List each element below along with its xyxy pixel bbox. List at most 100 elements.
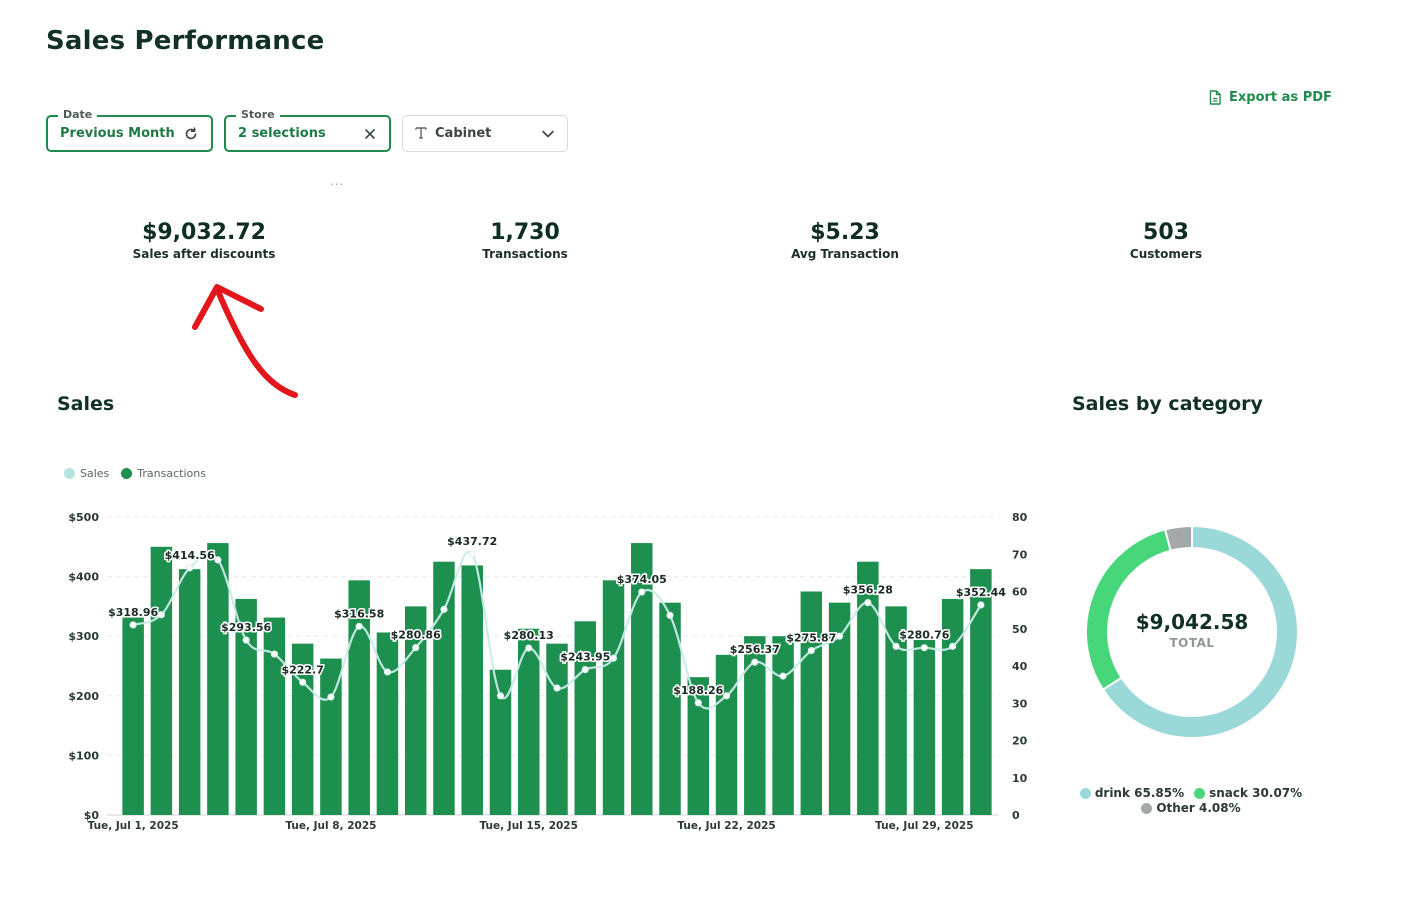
point-sales — [270, 650, 279, 658]
store-filter-label: Store — [236, 108, 280, 122]
bar-transactions — [772, 636, 794, 815]
donut-slice-other[interactable] — [1163, 524, 1193, 552]
bar-transactions — [263, 617, 286, 815]
y-right-tick-label: 70 — [1012, 548, 1028, 561]
data-label-sales: $280.76 — [899, 629, 949, 642]
kpi-avg-transaction: $5.23 Avg Transaction — [715, 220, 975, 261]
bar-transactions — [857, 561, 879, 815]
more-filters-indicator[interactable]: ... — [330, 174, 345, 188]
category-section-title: Sales by category — [1072, 393, 1263, 415]
legend-marker-drink — [1079, 787, 1091, 799]
legend-item-drink[interactable]: drink 65.85% — [1079, 786, 1184, 800]
data-label-sales: $188.26 — [673, 684, 723, 697]
y-left-tick-label: $400 — [68, 571, 99, 584]
data-label-sales: $437.72 — [447, 535, 497, 548]
point-sales — [977, 601, 985, 609]
kpi-value: $9,032.72 — [142, 220, 266, 245]
legend-marker-sales — [64, 468, 75, 479]
data-label-sales: $280.13 — [504, 629, 554, 642]
bar-transactions — [518, 628, 540, 815]
x-tick-label: Tue, Jul 29, 2025 — [875, 820, 973, 832]
chevron-down-icon[interactable] — [541, 127, 555, 141]
sales-chart-legend: Sales Transactions — [64, 467, 206, 480]
y-left-tick-label: $200 — [68, 690, 99, 703]
y-right-tick-label: 50 — [1012, 623, 1028, 636]
point-sales — [299, 678, 307, 686]
bar-transactions — [602, 580, 625, 815]
text-type-icon — [415, 124, 427, 143]
store-filter[interactable]: Store 2 selections — [224, 108, 391, 152]
bar-transactions — [828, 602, 851, 815]
legend-item-sales[interactable]: Sales — [64, 467, 109, 480]
kpi-label: Avg Transaction — [791, 247, 899, 261]
export-pdf-label: Export as PDF — [1229, 90, 1332, 105]
y-right-tick-label: 20 — [1012, 735, 1028, 748]
donut-slice-drink[interactable] — [1101, 524, 1299, 739]
point-sales — [525, 644, 533, 652]
y-left-tick-label: $300 — [68, 630, 99, 643]
y-left-tick-label: $100 — [68, 749, 99, 762]
data-label-sales: $356.28 — [843, 584, 893, 597]
point-sales — [722, 692, 731, 700]
page-title: Sales Performance — [46, 26, 325, 56]
legend-marker-transactions — [121, 468, 133, 479]
bar-transactions — [800, 591, 823, 815]
donut-center: $9,042.58 TOTAL — [1092, 610, 1292, 650]
kpi-customers: 503 Customers — [1036, 220, 1296, 261]
bar-transactions — [178, 569, 201, 815]
bar-transactions — [574, 621, 596, 815]
bar-transactions — [941, 598, 964, 815]
legend-item-other[interactable]: Other 4.08% — [1141, 801, 1241, 815]
bar-transactions — [715, 654, 738, 815]
data-label-sales: $222.7 — [281, 663, 323, 676]
data-label-sales: $280.86 — [391, 629, 441, 642]
pdf-file-icon — [1209, 90, 1221, 105]
red-arrow-icon — [192, 284, 298, 398]
point-sales — [779, 672, 787, 680]
kpi-sales-after-discounts: $9,032.72 Sales after discounts — [74, 220, 334, 261]
bar-transactions — [348, 580, 370, 815]
data-label-sales: $414.56 — [165, 549, 215, 562]
x-tick-label: Tue, Jul 15, 2025 — [480, 820, 578, 832]
point-sales — [751, 658, 759, 666]
y-right-tick-label: 60 — [1012, 586, 1028, 599]
point-sales — [807, 646, 815, 655]
sales-section-title: Sales — [57, 393, 115, 415]
bar-transactions — [404, 606, 427, 815]
bar-transactions — [546, 643, 568, 815]
date-filter[interactable]: Date Previous Month — [46, 108, 213, 152]
point-sales — [892, 642, 900, 650]
bar-transactions — [461, 565, 483, 815]
bar-transactions — [150, 546, 173, 815]
kpi-label: Sales after discounts — [132, 247, 276, 261]
point-sales — [949, 642, 957, 650]
y-right-tick-label: 0 — [1012, 809, 1020, 822]
y-right-tick-label: 80 — [1012, 511, 1028, 524]
legend-item-transactions[interactable]: Transactions — [121, 467, 206, 480]
bar-transactions — [970, 569, 992, 815]
kpi-value: 503 — [1143, 220, 1189, 245]
legend-item-snack[interactable]: snack 30.07% — [1194, 786, 1302, 800]
bar-transactions — [207, 543, 229, 815]
bar-transactions — [885, 606, 907, 815]
point-sales — [186, 564, 194, 572]
cabinet-filter[interactable]: Cabinet — [402, 115, 568, 152]
bar-transactions — [659, 602, 681, 815]
bar-transactions — [433, 561, 455, 815]
bar-transactions — [235, 598, 257, 815]
export-pdf-button[interactable]: Export as PDF — [1208, 90, 1332, 105]
point-sales — [157, 611, 165, 619]
bar-transactions — [744, 636, 766, 815]
point-sales — [496, 692, 505, 700]
cabinet-filter-value: Cabinet — [435, 126, 492, 141]
point-sales — [129, 621, 137, 629]
point-sales — [355, 622, 363, 630]
point-sales — [440, 605, 448, 613]
refresh-icon[interactable] — [183, 126, 199, 142]
bar-transactions — [122, 617, 144, 815]
category-legend: drink 65.85% snack 30.07% Other 4.08% — [1060, 786, 1322, 815]
store-filter-value: 2 selections — [238, 126, 326, 141]
y-right-tick-label: 30 — [1012, 697, 1028, 710]
clear-x-icon[interactable] — [363, 127, 377, 141]
bar-transactions — [913, 639, 936, 815]
